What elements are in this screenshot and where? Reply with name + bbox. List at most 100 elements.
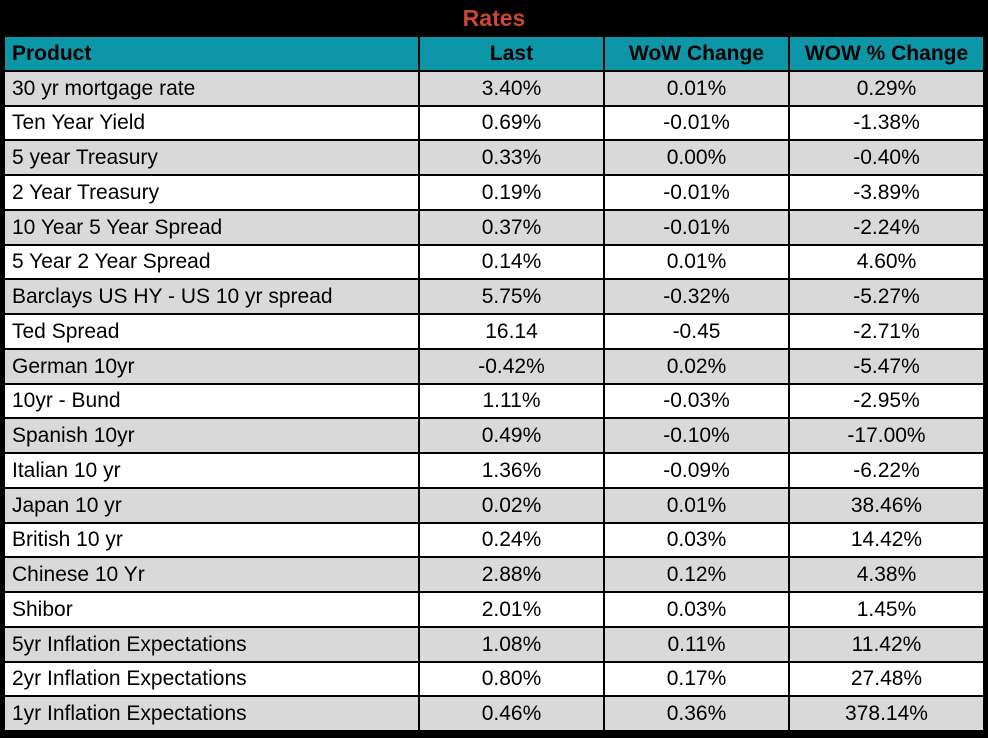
last-cell: 0.69% (420, 106, 605, 142)
last-cell: 1.11% (420, 384, 605, 420)
wow-pct-change-cell: -1.38% (790, 106, 983, 142)
last-cell: 5.75% (420, 280, 605, 315)
last-cell: 3.40% (420, 71, 605, 107)
table-row: 10 Year 5 Year Spread 0.37% -0.01% -2.24% (5, 210, 983, 246)
last-cell: 0.24% (420, 523, 605, 559)
table-body: 30 yr mortgage rate 3.40% 0.01% 0.29% Ten Ye… (5, 71, 983, 732)
last-cell: 2.88% (420, 558, 605, 593)
last-cell: 16.14 (420, 315, 605, 350)
wow-change-cell: 0.12% (605, 558, 790, 593)
wow-pct-change-cell: -0.40% (790, 141, 983, 176)
wow-pct-change-cell: -2.71% (790, 315, 983, 350)
wow-change-cell: 0.11% (605, 627, 790, 663)
table-row: German 10yr -0.42% 0.02% -5.47% (5, 349, 983, 385)
wow-pct-change-cell: -6.22% (790, 454, 983, 489)
last-cell: 0.02% (420, 488, 605, 524)
product-cell: 5 Year 2 Year Spread (5, 245, 420, 281)
table-row: 1yr Inflation Expectations 0.46% 0.36% 378.… (5, 697, 983, 732)
table-row: 2 Year Treasury 0.19% -0.01% -3.89% (5, 176, 983, 211)
table-row: Ted Spread 16.14 -0.45 -2.71% (5, 315, 983, 350)
wow-change-cell: 0.01% (605, 488, 790, 524)
table-row: Japan 10 yr 0.02% 0.01% 38.46% (5, 488, 983, 524)
wow-change-cell: 0.00% (605, 141, 790, 176)
wow-pct-change-cell: -17.00% (790, 419, 983, 454)
last-cell: 0.80% (420, 662, 605, 698)
table-row: Italian 10 yr 1.36% -0.09% -6.22% (5, 454, 983, 489)
table-row: 2yr Inflation Expectations 0.80% 0.17% 27.4… (5, 662, 983, 698)
last-cell: 0.49% (420, 419, 605, 454)
wow-pct-change-cell: 27.48% (790, 662, 983, 698)
table-row: 5 Year 2 Year Spread 0.14% 0.01% 4.60% (5, 245, 983, 281)
product-cell: 2yr Inflation Expectations (5, 662, 420, 698)
wow-change-cell: 0.01% (605, 245, 790, 281)
column-header-product: Product (5, 37, 420, 72)
wow-change-cell: -0.01% (605, 176, 790, 211)
wow-change-cell: -0.01% (605, 210, 790, 246)
wow-change-cell: -0.45 (605, 315, 790, 350)
product-cell: Japan 10 yr (5, 488, 420, 524)
table-row: 10yr - Bund 1.11% -0.03% -2.95% (5, 384, 983, 420)
product-cell: Italian 10 yr (5, 454, 420, 489)
wow-pct-change-cell: -3.89% (790, 176, 983, 211)
last-cell: 1.36% (420, 454, 605, 489)
last-cell: 1.08% (420, 627, 605, 663)
product-cell: German 10yr (5, 349, 420, 385)
table-row: 30 yr mortgage rate 3.40% 0.01% 0.29% (5, 71, 983, 107)
wow-pct-change-cell: -5.27% (790, 280, 983, 315)
last-cell: 2.01% (420, 593, 605, 628)
wow-pct-change-cell: 38.46% (790, 488, 983, 524)
product-cell: Ted Spread (5, 315, 420, 350)
column-header-wow-change: WoW Change (605, 37, 790, 72)
wow-pct-change-cell: 11.42% (790, 627, 983, 663)
product-cell: Ten Year Yield (5, 106, 420, 142)
wow-pct-change-cell: -2.24% (790, 210, 983, 246)
wow-change-cell: 0.36% (605, 697, 790, 732)
wow-change-cell: 0.03% (605, 523, 790, 559)
wow-change-cell: 0.02% (605, 349, 790, 385)
wow-change-cell: -0.09% (605, 454, 790, 489)
table-row: British 10 yr 0.24% 0.03% 14.42% (5, 523, 983, 559)
product-cell: 1yr Inflation Expectations (5, 697, 420, 732)
wow-change-cell: 0.01% (605, 71, 790, 107)
table-row: Barclays US HY - US 10 yr spread 5.75% -0.… (5, 280, 983, 315)
wow-pct-change-cell: 14.42% (790, 523, 983, 559)
wow-change-cell: -0.32% (605, 280, 790, 315)
product-cell: 2 Year Treasury (5, 176, 420, 211)
table-row: 5 year Treasury 0.33% 0.00% -0.40% (5, 141, 983, 176)
table-title-bar: Rates (5, 0, 983, 37)
product-cell: 30 yr mortgage rate (5, 71, 420, 107)
last-cell: 0.33% (420, 141, 605, 176)
product-cell: Chinese 10 Yr (5, 558, 420, 593)
wow-pct-change-cell: 4.38% (790, 558, 983, 593)
wow-pct-change-cell: -5.47% (790, 349, 983, 385)
column-header-last: Last (420, 37, 605, 72)
table-row: Shibor 2.01% 0.03% 1.45% (5, 593, 983, 628)
product-cell: 5 year Treasury (5, 141, 420, 176)
table-row: Chinese 10 Yr 2.88% 0.12% 4.38% (5, 558, 983, 593)
column-header-wow-pct-change: WOW % Change (790, 37, 983, 72)
product-cell: Spanish 10yr (5, 419, 420, 454)
last-cell: 0.46% (420, 697, 605, 732)
last-cell: 0.37% (420, 210, 605, 246)
wow-change-cell: 0.17% (605, 662, 790, 698)
table-row: Ten Year Yield 0.69% -0.01% -1.38% (5, 106, 983, 142)
product-cell: 10yr - Bund (5, 384, 420, 420)
last-cell: -0.42% (420, 349, 605, 385)
product-cell: British 10 yr (5, 523, 420, 559)
wow-pct-change-cell: 378.14% (790, 697, 983, 732)
table-header-row: Product Last WoW Change WOW % Change (5, 37, 983, 72)
wow-change-cell: -0.10% (605, 419, 790, 454)
table-row: 5yr Inflation Expectations 1.08% 0.11% 11.4… (5, 627, 983, 663)
wow-pct-change-cell: 4.60% (790, 245, 983, 281)
wow-change-cell: 0.03% (605, 593, 790, 628)
last-cell: 0.14% (420, 245, 605, 281)
table-title: Rates (462, 5, 526, 31)
wow-pct-change-cell: 0.29% (790, 71, 983, 107)
product-cell: Barclays US HY - US 10 yr spread (5, 280, 420, 315)
wow-change-cell: -0.03% (605, 384, 790, 420)
product-cell: Shibor (5, 593, 420, 628)
wow-change-cell: -0.01% (605, 106, 790, 142)
product-cell: 10 Year 5 Year Spread (5, 210, 420, 246)
wow-pct-change-cell: -2.95% (790, 384, 983, 420)
